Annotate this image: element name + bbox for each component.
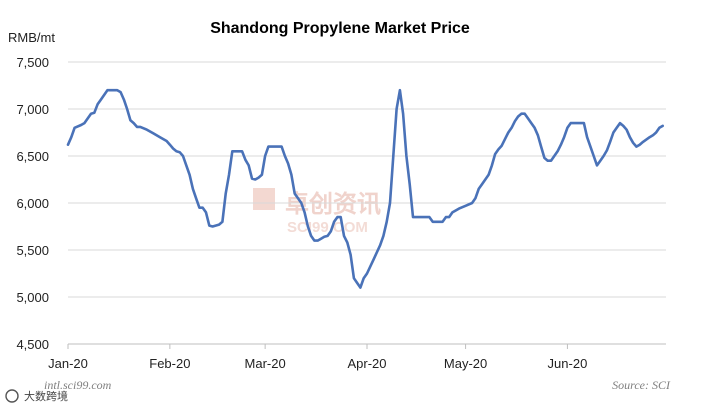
y-axis-ticks: 7,500 7,000 6,500 6,000 5,500 5,000 4,500 xyxy=(16,55,49,352)
y-tick-label: 6,000 xyxy=(16,196,49,211)
gridlines xyxy=(68,61,666,298)
chart-title: Shandong Propylene Market Price xyxy=(210,20,470,37)
y-tick-label: 7,000 xyxy=(16,102,49,117)
x-tick-label: Apr-20 xyxy=(347,356,386,371)
x-tick-label: Jan-20 xyxy=(48,356,88,371)
watermark: 卓创资讯 SCI99.COM xyxy=(253,188,381,236)
series-line-shandong-propylene xyxy=(66,88,664,289)
y-axis-label: RMB/mt xyxy=(8,30,55,45)
watermark-logo xyxy=(253,188,275,210)
y-tick-label: 7,500 xyxy=(16,55,49,70)
badge: 大数跨境 xyxy=(5,389,68,403)
y-tick-label: 6,500 xyxy=(16,149,49,164)
badge-icon xyxy=(5,389,19,403)
y-tick-label: 5,500 xyxy=(16,243,49,258)
y-tick-label: 5,000 xyxy=(16,290,49,305)
x-axis-ticks: Jan-20 Feb-20 Mar-20 Apr-20 May-20 Jun-20 xyxy=(48,344,587,371)
x-tick-label: Mar-20 xyxy=(245,356,286,371)
x-tick-label: Feb-20 xyxy=(149,356,190,371)
badge-text: 大数跨境 xyxy=(24,389,68,403)
footer-source: Source: SCI xyxy=(612,378,671,392)
x-tick-label: May-20 xyxy=(444,356,487,371)
x-tick-label: Jun-20 xyxy=(548,356,588,371)
watermark-en: SCI99.COM xyxy=(287,219,368,236)
footer-source-site: intl.sci99.com xyxy=(44,378,112,392)
watermark-cn: 卓创资讯 xyxy=(285,191,381,218)
y-tick-label: 4,500 xyxy=(16,337,49,352)
